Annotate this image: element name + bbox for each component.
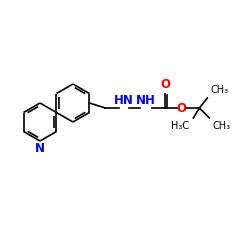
Text: CH₃: CH₃ [210, 85, 229, 95]
Text: CH₃: CH₃ [212, 121, 231, 131]
Text: H₃C: H₃C [171, 121, 189, 131]
Text: HN: HN [114, 94, 133, 107]
Text: O: O [160, 78, 170, 91]
Text: NH: NH [136, 94, 155, 107]
Text: O: O [176, 102, 186, 114]
Text: N: N [35, 142, 45, 156]
